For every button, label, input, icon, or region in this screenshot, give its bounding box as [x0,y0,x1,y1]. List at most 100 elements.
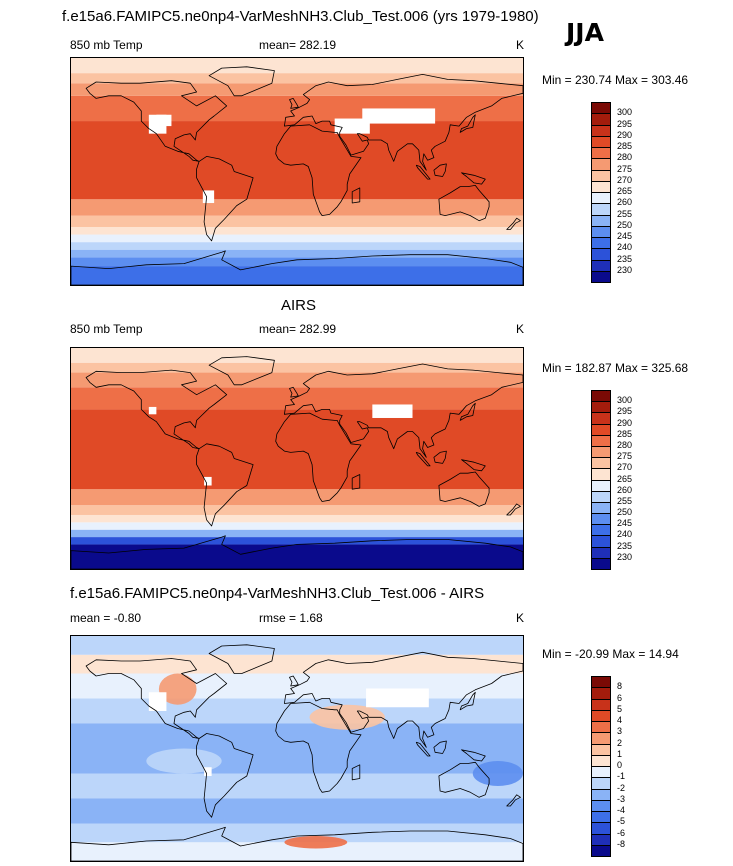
colorbar-swatch [591,844,611,857]
contour-band [71,83,523,96]
colorbar-tick-label: 260 [617,484,633,495]
colorbar-tick-label: 255 [617,208,633,219]
contour-band [71,409,523,490]
missing-data-region [156,114,172,127]
coastline-australia [438,185,490,222]
coastline-madagascar [351,187,361,204]
contour-band [71,242,523,250]
colorbar-tick-label: 300 [617,107,633,118]
contour-band [71,362,523,373]
contour-band [71,505,523,515]
coastline-south-america [196,156,254,242]
season-label: JJA [566,18,604,47]
coastline-new-guinea [461,749,486,762]
colorbar-tick-label: 250 [617,507,633,518]
contour-band [71,537,523,545]
coastline-eurasia [284,74,523,171]
contour-band [71,654,523,674]
coastline-new-zealand [506,794,521,807]
coastline-borneo [433,163,447,177]
panel3-mean-label: mean = -0.80 [70,611,142,625]
colorbar-tick-label: 5 [617,703,623,714]
coastline-australia [438,761,490,798]
colorbar-tick-label: 230 [617,264,633,275]
anomaly-blob [309,704,385,730]
contour-band [71,266,523,285]
contour-band [71,544,523,569]
coastline-uk [289,386,299,398]
contour-band [71,348,523,363]
missing-data-region [202,190,215,204]
coastline-japan [459,402,476,421]
panel1-colorbar: 300 295 290 285 280 275 270 265 260 255 250 245 240 2… [591,102,632,283]
panel1-variable-label: 850 mb Temp [70,38,143,52]
missing-data-region [366,688,429,708]
coastline-new-guinea [461,459,486,472]
missing-data-region [362,108,436,124]
colorbar-tick-label: 240 [617,529,633,540]
coastline-north-america [85,369,228,450]
colorbar-tick-label: 270 [617,462,633,473]
coastline-japan [459,114,476,133]
colorbar-tick-label: 245 [617,231,633,241]
colorbar-tick-label: 0 [617,760,623,770]
colorbar-tick-label: 280 [617,439,633,450]
coastline-antarctica [71,826,523,861]
colorbar-tick-label: -1 [617,771,626,782]
coastline-greenland [208,66,275,97]
coastline-sumatra [415,452,431,467]
map-svg [71,636,523,861]
map-svg [71,348,523,569]
colorbar-tick-label: 4 [617,715,623,725]
contour-band [71,58,523,74]
coastline-uk [289,98,299,109]
colorbar-tick-label: 295 [617,406,633,417]
colorbar-tick-label: 240 [617,242,633,253]
coastline-antarctica [71,535,523,569]
colorbar-tick-label: -3 [617,793,626,804]
panel3-map [70,635,524,862]
missing-data-region [148,692,167,711]
panel3-title: f.e15a6.FAMIPC5.ne0np4-VarMeshNH3.Club_T… [70,585,485,602]
map-svg [71,58,523,285]
coastline-new-zealand [506,503,521,516]
coastline-north-america [85,80,228,162]
colorbar-tick-label: 1 [617,748,623,759]
coastline-africa [275,412,362,502]
contour-band [71,215,523,227]
panel1-mean-label: mean= 282.19 [259,38,337,52]
coastline-sumatra [415,164,431,180]
contour-band [71,73,523,84]
coastline-uk [289,675,299,687]
colorbar-tick-label: 3 [617,726,623,737]
panel2-mean-label: mean= 282.99 [259,322,337,336]
colorbar-tick-label: -8 [617,838,626,849]
colorbar-tick-label: 235 [617,540,633,551]
panel3-minmax: Min = -20.99 Max = 14.94 [542,647,679,661]
coastline-africa [275,701,362,793]
contour-band [71,257,523,267]
panel3-units-label: K [516,611,525,625]
colorbar-swatch [591,557,611,570]
anomaly-blob [158,673,197,705]
coastline-south-america [196,733,254,818]
panel1-minmax: Min = 230.74 Max = 303.46 [542,73,689,87]
colorbar-tick-label: 280 [617,152,633,163]
colorbar-tick-label: 265 [617,186,633,196]
colorbar-tick-label: 8 [617,681,623,692]
coastline-eurasia [284,651,523,748]
colorbar-tick-label: 295 [617,118,633,129]
colorbar-tick-label: 290 [617,417,633,428]
coastline-japan [459,691,476,711]
missing-data-region [372,404,413,418]
coastline-new-zealand [506,217,521,230]
colorbar-tick-label: -6 [617,827,626,838]
contour-band [71,522,523,530]
contour-band [71,514,523,523]
colorbar-tick-label: 235 [617,253,633,264]
contour-band [71,698,523,724]
colorbar-tick-label: 300 [617,395,633,406]
missing-data-region [148,406,157,415]
contour-band [71,529,523,538]
missing-data-region [204,767,212,776]
